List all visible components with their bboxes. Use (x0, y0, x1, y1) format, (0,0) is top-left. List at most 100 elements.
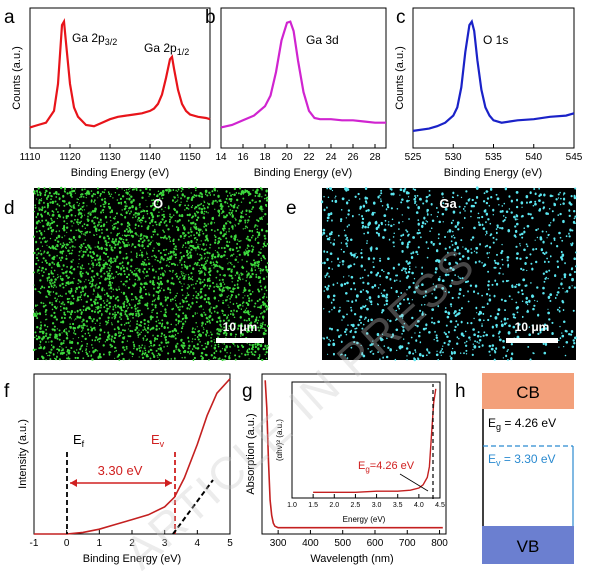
panel-label-b: b (205, 7, 216, 28)
chart-g-inset-ylabel: (αhν)² (a.u.) (275, 419, 284, 461)
band-diagram-vb-block (482, 526, 574, 564)
eds-map-o-scalebar-label: 10 μm (223, 320, 258, 334)
chart-c-series-line (412, 18, 575, 132)
eds-map-ga-dots (321, 186, 577, 362)
chart-g-inset-ticks: 1.0 1.5 2.0 2.5 3.0 3.5 4.0 4.5 (287, 494, 445, 509)
chart-b-xtick-label: 14 (215, 152, 227, 163)
panel-label-h: h (455, 381, 466, 402)
chart-g-inset-frame (291, 381, 441, 499)
chart-g: 300 400 500 600 700 800 Wavelength (nm) Absor… (245, 373, 448, 565)
chart-b-ticks: 14 16 18 20 22 24 26 28 (215, 144, 381, 163)
chart-f-xlabel: Binding Energy (eV) (83, 553, 181, 565)
chart-f-xtick-label: 2 (129, 538, 135, 549)
band-diagram-eg-text: Eg = 4.26 eV (488, 416, 556, 432)
chart-a-xlabel: Binding Energy (eV) (71, 167, 169, 179)
eds-map-o-dot-cloud (32, 186, 269, 362)
chart-a: 1110 1120 1130 1140 1150 Ga 2p3/2 Ga 2p1/2 B… (11, 7, 211, 179)
panel-label-g: g (242, 381, 253, 402)
eds-map-o: O 10 μm (32, 186, 269, 362)
chart-g-ticks: 300 400 500 600 700 800 (270, 530, 448, 549)
chart-a-series-line (29, 18, 211, 129)
chart-g-ylabel: Absorption (a.u.) (245, 413, 257, 494)
chart-gi-xtick-label: 1.0 (287, 502, 297, 509)
chart-c-xtick-label: 525 (405, 152, 422, 163)
chart-c-xtick-label: 540 (525, 152, 542, 163)
chart-f-xtick-label: 5 (227, 538, 233, 549)
chart-f-ticks: -1 0 1 2 3 4 5 (30, 530, 233, 549)
chart-g-series-line (264, 380, 443, 529)
chart-b-xtick-label: 28 (369, 152, 381, 163)
chart-a-annotation-ga2p32: Ga 2p3/2 (72, 31, 117, 47)
panel-label-e: e (286, 198, 297, 219)
chart-b-series-line (220, 20, 386, 129)
chart-b-xtick-label: 24 (325, 152, 337, 163)
chart-f-xtick-label: 0 (64, 538, 70, 549)
chart-g-xtick-label: 300 (270, 538, 287, 549)
chart-gi-xtick-label: 3.5 (393, 502, 403, 509)
chart-f-ylabel: Intensity (a.u.) (17, 419, 29, 489)
chart-g-xtick-label: 600 (367, 538, 384, 549)
eds-map-ga: Ga 10 μm (321, 186, 577, 362)
chart-gi-xtick-label: 3.0 (372, 502, 382, 509)
chart-f-gap-arrow-right-head (165, 479, 172, 487)
panel-label-a: a (4, 7, 15, 28)
chart-g-xtick-label: 700 (399, 538, 416, 549)
chart-b-xtick-label: 16 (237, 152, 249, 163)
chart-f-xtick-label: 3 (162, 538, 168, 549)
eds-map-ga-scalebar (506, 338, 558, 343)
chart-a-ylabel: Counts (a.u.) (11, 46, 23, 110)
chart-b-xlabel: Binding Energy (eV) (254, 167, 352, 179)
chart-gi-xtick-label: 4.5 (435, 502, 445, 509)
chart-f-gap-value: 3.30 eV (98, 463, 143, 478)
chart-b-xtick-label: 18 (259, 152, 271, 163)
chart-a-xtick-label: 1130 (99, 152, 121, 163)
panel-label-c: c (396, 7, 406, 28)
band-diagram-ev-text: Ev = 3.30 eV (488, 452, 556, 468)
chart-f-xtick-label: 1 (97, 538, 103, 549)
chart-b-annotation-ga3d: Ga 3d (306, 33, 339, 47)
eds-map-ga-scalebar-label: 10 μm (515, 320, 550, 334)
eds-map-o-background (34, 188, 268, 360)
chart-g-inset-xlabel: Energy (eV) (343, 515, 386, 524)
eds-map-ga-dot-cloud (321, 186, 577, 362)
chart-g-xlabel: Wavelength (nm) (310, 553, 393, 565)
chart-a-ticks: 1110 1120 1130 1140 1150 (20, 144, 201, 163)
band-diagram-cb-label: CB (516, 383, 540, 402)
chart-g-xtick-label: 500 (334, 538, 351, 549)
chart-f-tangent-line (172, 479, 214, 535)
band-diagram: CB VB Eg = 4.26 eV Ev = 3.30 eV (482, 373, 574, 564)
chart-f-series-line (34, 378, 231, 535)
band-diagram-cb-block (482, 373, 574, 409)
chart-b-xtick-label: 22 (303, 152, 315, 163)
chart-c: 525 530 535 540 545 O 1s Binding Energy (eV)… (394, 7, 583, 179)
chart-a-frame (29, 7, 211, 149)
eds-map-o-element-label: O (153, 196, 163, 211)
chart-c-ylabel: Counts (a.u.) (394, 46, 406, 110)
chart-g-inset-eg-label: Eg=4.26 eV (358, 460, 415, 474)
chart-b-xtick-label: 26 (347, 152, 359, 163)
chart-gi-xtick-label: 4.0 (414, 502, 424, 509)
chart-f-ev-label: Ev (151, 432, 165, 449)
chart-f-ef-label: Ef (73, 432, 85, 449)
chart-g-xtick-label: 400 (302, 538, 319, 549)
chart-g-frame (261, 373, 447, 535)
chart-b-frame (220, 7, 387, 149)
chart-c-xtick-label: 545 (566, 152, 583, 163)
panel-label-d: d (4, 198, 15, 219)
chart-c-xtick-label: 535 (485, 152, 502, 163)
chart-f: -1 0 1 2 3 4 5 Ef Ev 3.30 eV Binding Energy (e… (17, 373, 233, 565)
chart-f-xtick-label: -1 (30, 538, 39, 549)
chart-c-annotation-o1s: O 1s (483, 33, 508, 47)
chart-c-ticks: 525 530 535 540 545 (405, 144, 583, 163)
chart-g-xtick-label: 800 (431, 538, 448, 549)
chart-a-xtick-label: 1110 (20, 152, 41, 163)
chart-a-annotation-ga2p12: Ga 2p1/2 (144, 41, 189, 57)
panel-label-f: f (4, 381, 10, 402)
chart-b-xtick-label: 20 (281, 152, 293, 163)
chart-f-xtick-label: 4 (195, 538, 201, 549)
chart-b: 14 16 18 20 22 24 26 28 Ga 3d Binding Energy (e… (215, 7, 387, 179)
chart-c-xtick-label: 530 (445, 152, 462, 163)
chart-a-xtick-label: 1150 (179, 152, 201, 163)
chart-gi-xtick-label: 1.5 (308, 502, 318, 509)
